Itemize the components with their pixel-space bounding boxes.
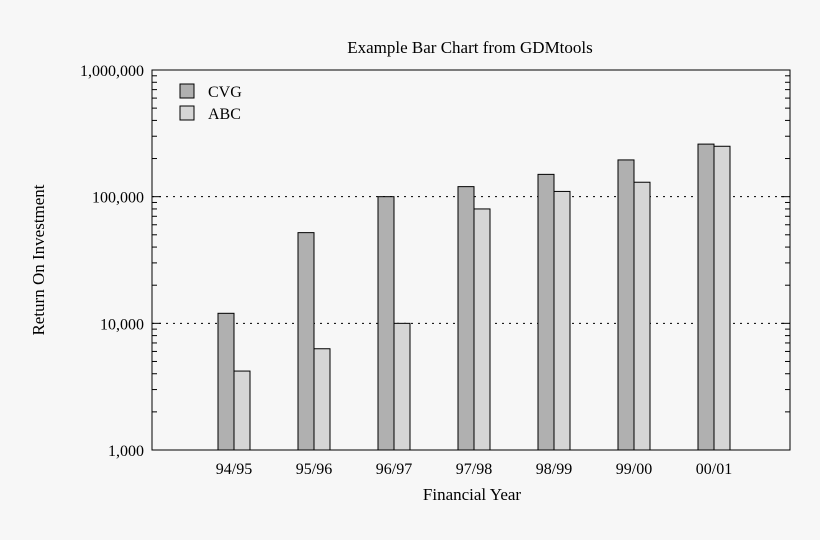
bar-abc	[633, 181, 651, 451]
bar-cvg	[697, 143, 715, 451]
legend-swatch	[179, 105, 195, 121]
bar-cvg	[377, 196, 395, 451]
legend: CVG ABC	[179, 83, 242, 123]
x-tick-label: 95/96	[296, 461, 332, 478]
bar-cvg	[537, 173, 555, 451]
bar-abc	[233, 370, 251, 451]
bar-abc	[553, 190, 571, 451]
x-tick-label: 94/95	[216, 461, 252, 478]
bar-cvg	[297, 232, 315, 451]
bar-cvg	[617, 159, 635, 451]
y-tick-labels: 1,000 10,000 100,000 1,000,000	[80, 63, 144, 460]
bar-abc	[393, 322, 411, 451]
legend-label: CVG	[208, 84, 242, 101]
legend-swatch	[179, 83, 195, 99]
x-tick-label: 98/99	[536, 461, 572, 478]
plot-frame	[151, 69, 791, 451]
chart-title: Example Bar Chart from GDMtools	[347, 38, 593, 57]
x-tick-label: 97/98	[456, 461, 492, 478]
x-tick-labels: 94/95 95/96 96/97 97/98 98/99 99/00 00/01	[216, 461, 732, 478]
axis-ticks	[152, 75, 790, 451]
legend-label: ABC	[208, 106, 241, 123]
x-tick-label: 99/00	[616, 461, 652, 478]
y-tick-label: 1,000	[108, 443, 144, 460]
grid-lines	[152, 196, 790, 324]
y-axis-label: Return On Investment	[29, 184, 48, 335]
y-tick-label: 100,000	[92, 190, 144, 207]
bar-abc	[713, 145, 731, 451]
x-tick-label: 96/97	[376, 461, 412, 478]
y-tick-label: 10,000	[100, 316, 144, 333]
bar-abc	[313, 348, 331, 451]
y-tick-label: 1,000,000	[80, 63, 144, 80]
x-tick-label: 00/01	[696, 461, 732, 478]
x-axis-label: Financial Year	[423, 485, 522, 504]
bar-cvg	[217, 312, 235, 451]
bar-cvg	[457, 186, 475, 451]
bar-abc	[473, 208, 491, 451]
